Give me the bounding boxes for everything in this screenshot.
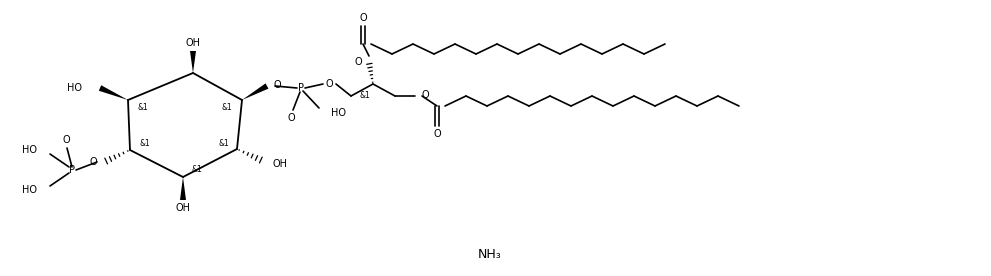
Text: O: O <box>274 80 281 90</box>
Text: HO: HO <box>331 108 346 118</box>
Text: &1: &1 <box>140 139 151 148</box>
Text: O: O <box>325 79 333 89</box>
Text: OH: OH <box>185 38 200 48</box>
Polygon shape <box>99 85 128 100</box>
Text: P: P <box>298 83 304 93</box>
Text: OH: OH <box>175 203 190 213</box>
Text: O: O <box>62 135 69 145</box>
Text: O: O <box>421 90 429 100</box>
Text: HO: HO <box>67 83 82 93</box>
Text: &1: &1 <box>218 139 229 147</box>
Text: HO: HO <box>22 145 37 155</box>
Text: &1: &1 <box>191 164 202 174</box>
Text: HO: HO <box>22 185 37 195</box>
Text: O: O <box>359 13 367 23</box>
Text: O: O <box>287 113 294 123</box>
Text: O: O <box>355 57 362 67</box>
Polygon shape <box>190 51 196 73</box>
Text: &1: &1 <box>138 104 149 113</box>
Text: NH₃: NH₃ <box>478 248 501 261</box>
Text: P: P <box>69 165 75 175</box>
Text: OH: OH <box>273 159 287 169</box>
Text: O: O <box>89 157 97 167</box>
Polygon shape <box>180 177 186 200</box>
Polygon shape <box>242 83 269 100</box>
Text: &1: &1 <box>360 92 370 100</box>
Text: &1: &1 <box>221 104 232 113</box>
Text: O: O <box>433 129 441 139</box>
